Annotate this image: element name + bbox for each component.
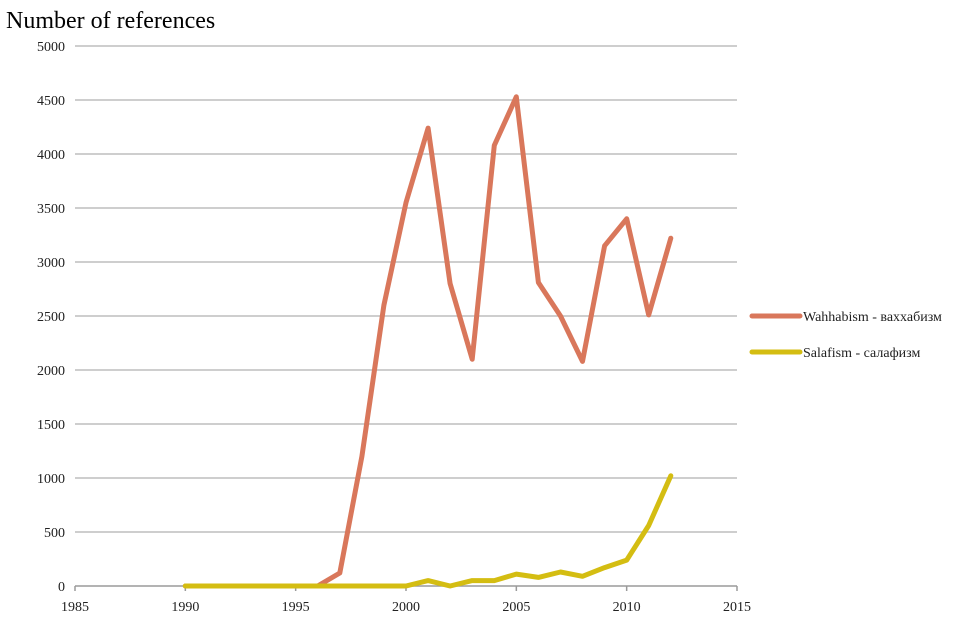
x-tick-2005: 2005 [502, 600, 530, 615]
series-line-wahhabism [182, 94, 674, 589]
y-tick-4000: 4000 [37, 148, 65, 163]
y-tick-0: 0 [58, 580, 65, 595]
x-tick-1990: 1990 [171, 600, 199, 615]
y-tick-4500: 4500 [37, 94, 65, 109]
x-tick-2010: 2010 [613, 600, 641, 615]
y-tick-3000: 3000 [37, 256, 65, 271]
series-line-salafism [182, 473, 674, 589]
y-tick-1000: 1000 [37, 472, 65, 487]
x-tick-2000: 2000 [392, 600, 420, 615]
gridlines [75, 45, 737, 587]
y-tick-1500: 1500 [37, 418, 65, 433]
y-tick-3500: 3500 [37, 202, 65, 217]
y-tick-5000: 5000 [37, 40, 65, 55]
y-tick-500: 500 [44, 526, 65, 541]
x-tick-1995: 1995 [282, 600, 310, 615]
series-lines [182, 94, 674, 589]
y-tick-2000: 2000 [37, 364, 65, 379]
y-tick-labels: 0 500 1000 1500 2000 2500 3000 3500 4000 4500 5000 [37, 40, 65, 595]
legend: Wahhabism - ваххабизм Salafism - салафизм [749, 310, 942, 361]
x-tick-2015: 2015 [723, 600, 751, 615]
legend-label-wahhabism: Wahhabism - ваххабизм [803, 310, 942, 325]
x-tick-1985: 1985 [61, 600, 89, 615]
legend-label-salafism: Salafism - салафизм [803, 346, 920, 361]
x-tick-labels: 1985 1990 1995 2000 2005 2010 2015 [61, 586, 751, 615]
y-tick-2500: 2500 [37, 310, 65, 325]
y-axis-label: Number of references [6, 8, 215, 34]
